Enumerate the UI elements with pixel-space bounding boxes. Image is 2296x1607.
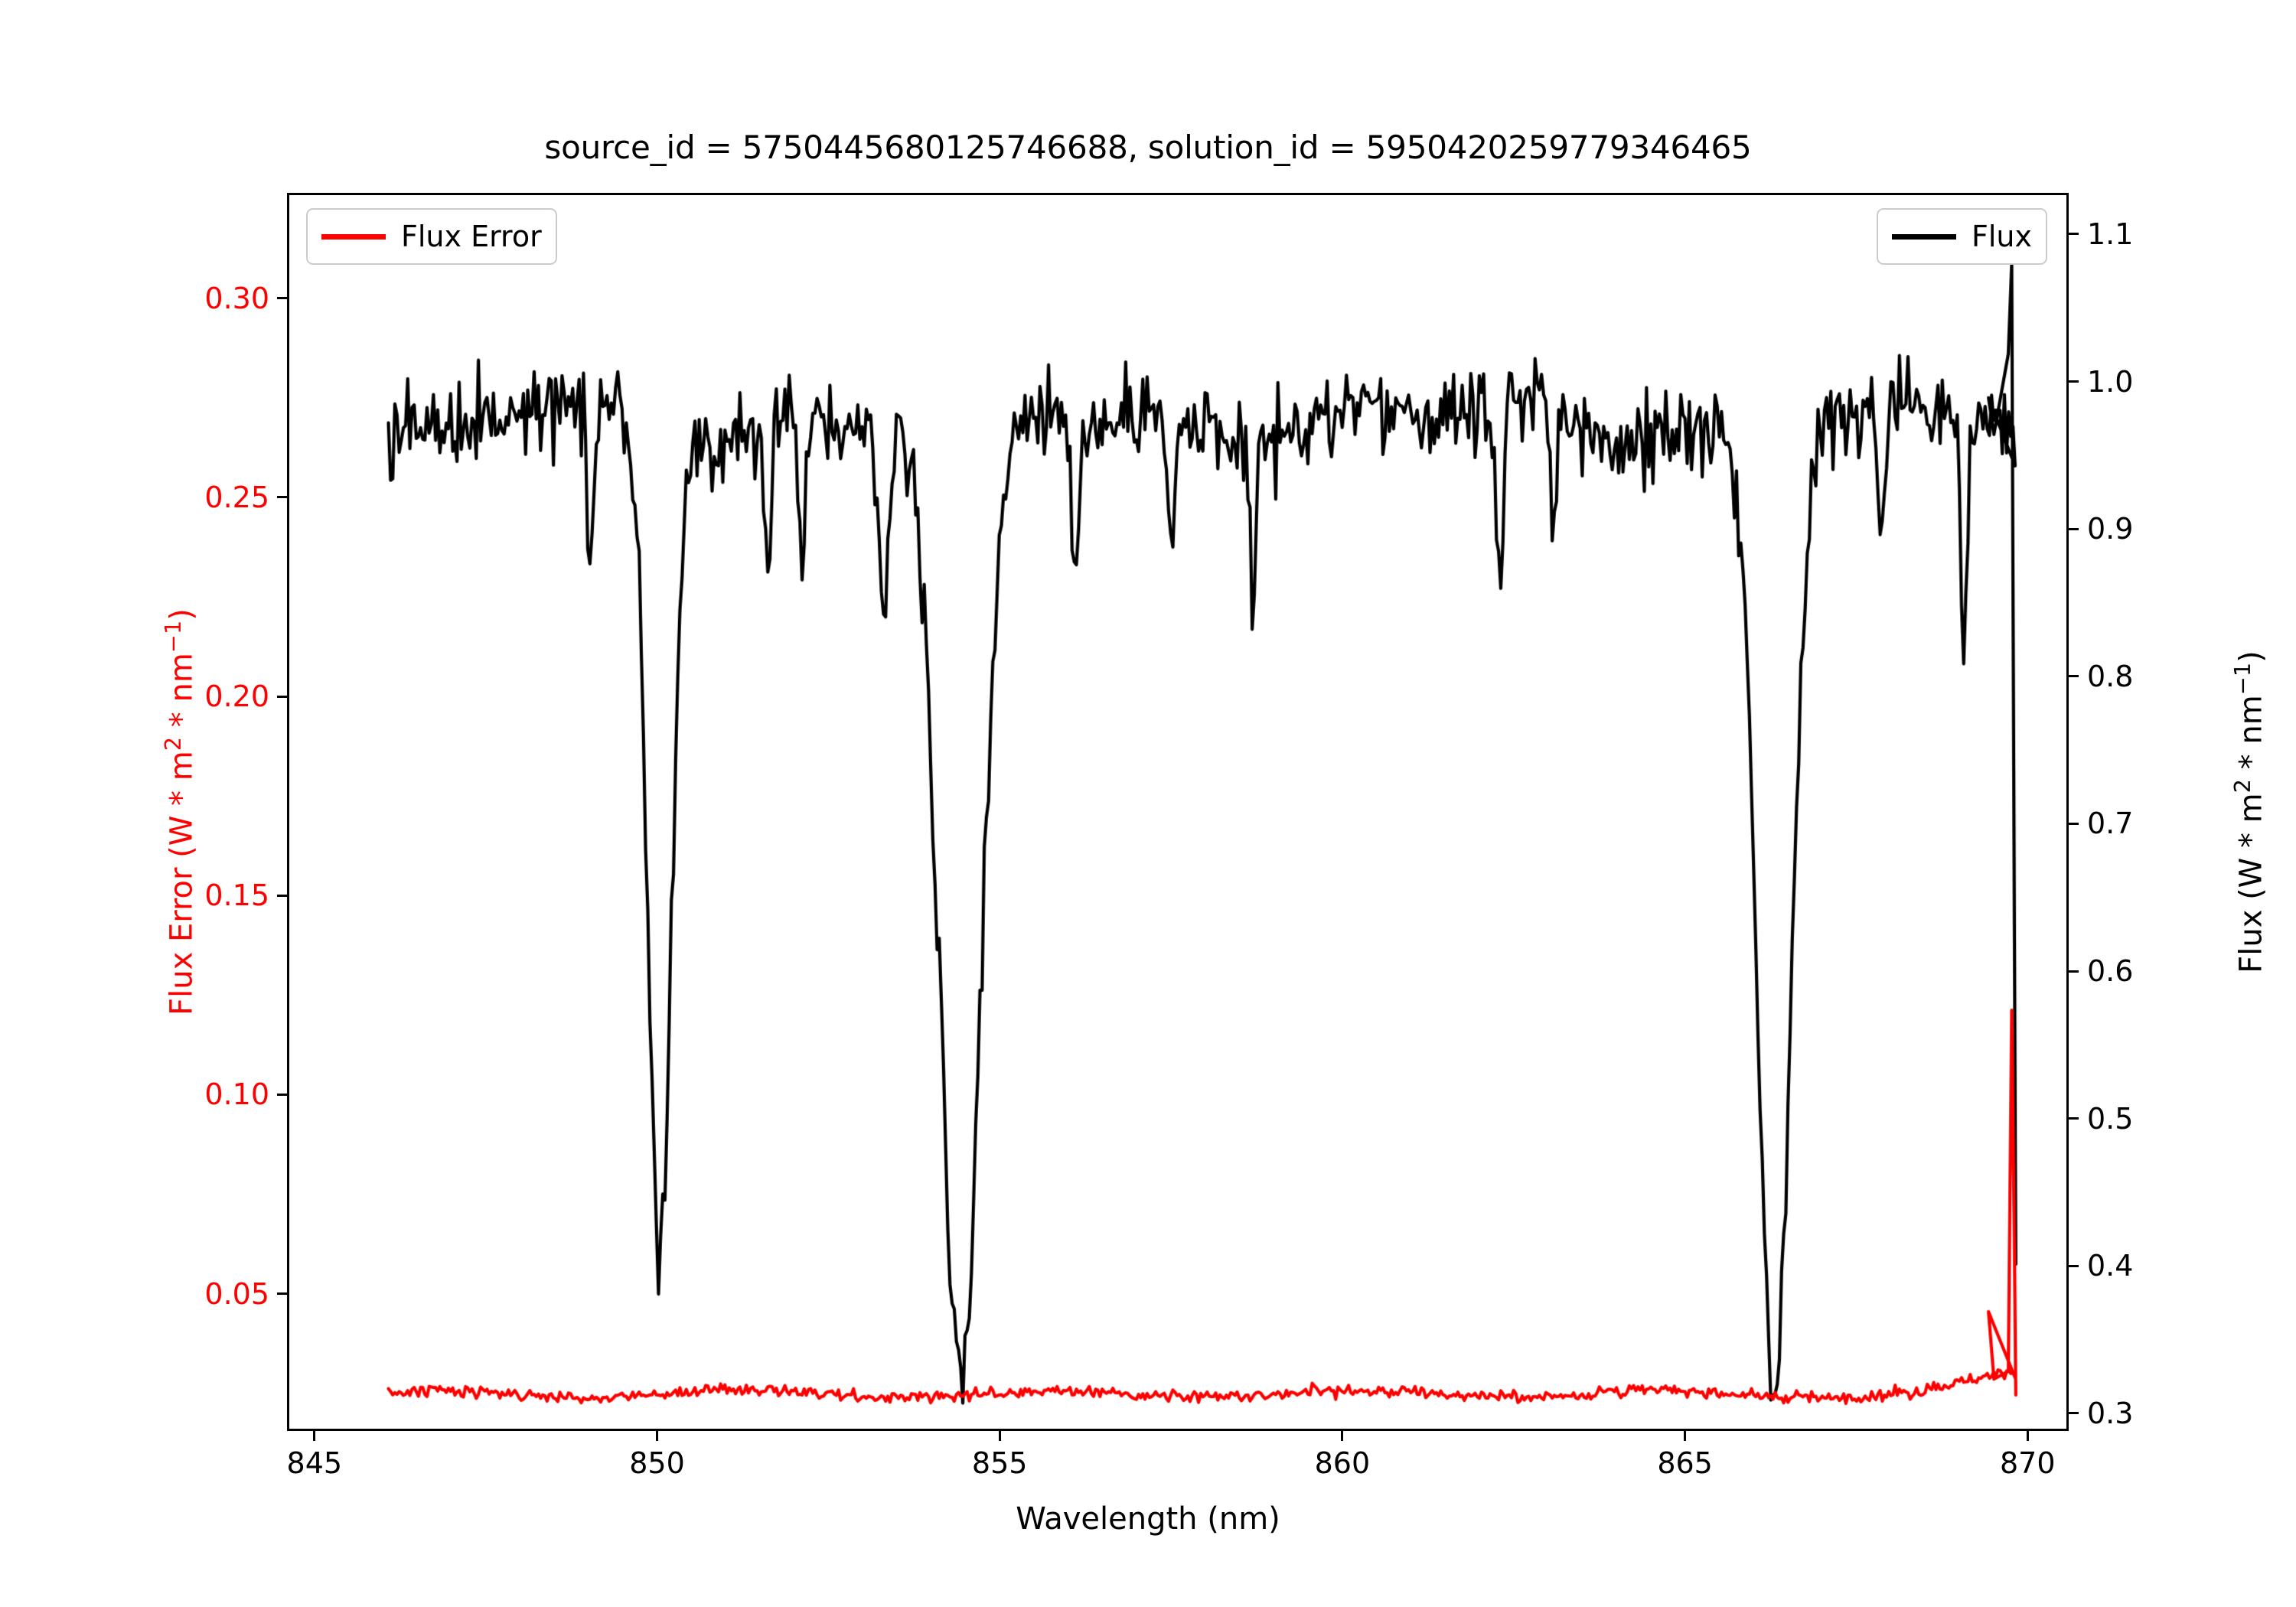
y-axis-label-left-sup1: 2 <box>160 736 186 751</box>
y-axis-label-left-text: Flux Error (W * m <box>164 751 200 1015</box>
y-axis-label-left-sup2: −1 <box>160 620 186 654</box>
y-axis-label-right: Flux (W * m2 * nm−1) <box>2219 193 2269 1431</box>
y-left-ticklabel-0.25: 0.25 <box>204 480 269 514</box>
y-axis-label-right-sup1: 2 <box>2229 779 2255 794</box>
y-right-ticklabel-0.9: 0.9 <box>2087 512 2134 546</box>
y-right-ticklabel-1.0: 1.0 <box>2087 364 2134 399</box>
y-left-tick-0.25 <box>277 496 287 499</box>
y-right-tick-0.7 <box>2069 822 2079 825</box>
y-left-tick-0.15 <box>277 894 287 897</box>
x-tick-855 <box>998 1431 1001 1441</box>
y-right-tick-0.3 <box>2069 1412 2079 1415</box>
y-axis-label-left-suffix: ) <box>164 608 200 621</box>
y-left-tick-0.30 <box>277 297 287 300</box>
spectrum-canvas <box>289 195 2066 1429</box>
plot-area <box>287 193 2069 1431</box>
y-left-tick-0.05 <box>277 1292 287 1295</box>
y-axis-label-left: Flux Error (W * m2 * nm−1) <box>150 193 200 1431</box>
legend-flux[interactable]: Flux <box>1877 208 2047 265</box>
y-axis-label-left-mid: * nm <box>164 653 200 737</box>
y-left-ticklabel-0.05: 0.05 <box>204 1276 269 1311</box>
legend-line-icon-flux <box>1892 233 1956 240</box>
y-right-tick-0.4 <box>2069 1264 2079 1267</box>
y-right-ticklabel-0.7: 0.7 <box>2087 807 2134 841</box>
x-tick-860 <box>1341 1431 1344 1441</box>
x-tick-845 <box>313 1431 316 1441</box>
chart-title: source_id = 5750445680125746688, solutio… <box>544 129 1752 166</box>
x-tick-870 <box>2026 1431 2029 1441</box>
y-right-tick-1.0 <box>2069 380 2079 383</box>
y-right-tick-1.1 <box>2069 233 2079 236</box>
x-tick-850 <box>656 1431 658 1441</box>
y-right-ticklabel-1.1: 1.1 <box>2087 217 2134 251</box>
legend-label-flux-error: Flux Error <box>401 220 542 253</box>
y-axis-label-right-sup2: −1 <box>2229 662 2255 696</box>
x-ticklabel-860: 860 <box>1314 1446 1371 1480</box>
y-left-ticklabel-0.30: 0.30 <box>204 281 269 315</box>
x-axis-label: Wavelength (nm) <box>1016 1501 1280 1537</box>
x-tick-865 <box>1684 1431 1687 1441</box>
legend-line-icon-flux-error <box>321 233 386 240</box>
y-left-ticklabel-0.10: 0.10 <box>204 1077 269 1112</box>
y-axis-label-right-suffix: ) <box>2233 650 2269 663</box>
x-ticklabel-865: 865 <box>1657 1446 1713 1480</box>
y-right-tick-0.8 <box>2069 675 2079 678</box>
y-right-ticklabel-0.4: 0.4 <box>2087 1249 2134 1283</box>
y-right-ticklabel-0.3: 0.3 <box>2087 1396 2134 1430</box>
y-left-tick-0.20 <box>277 695 287 698</box>
y-right-tick-0.6 <box>2069 970 2079 973</box>
y-axis-label-right-mid: * nm <box>2233 695 2269 780</box>
y-left-ticklabel-0.20: 0.20 <box>204 680 269 714</box>
legend-flux-error[interactable]: Flux Error <box>306 208 557 265</box>
y-left-tick-0.10 <box>277 1093 287 1096</box>
x-ticklabel-855: 855 <box>971 1446 1028 1480</box>
y-right-tick-0.9 <box>2069 527 2079 530</box>
x-ticklabel-870: 870 <box>2000 1446 2056 1480</box>
y-right-ticklabel-0.8: 0.8 <box>2087 659 2134 693</box>
x-ticklabel-845: 845 <box>286 1446 343 1480</box>
x-ticklabel-850: 850 <box>629 1446 685 1480</box>
legend-label-flux: Flux <box>1971 220 2032 253</box>
y-right-ticklabel-0.6: 0.6 <box>2087 954 2134 989</box>
y-right-tick-0.5 <box>2069 1117 2079 1120</box>
y-axis-label-right-text: Flux (W * m <box>2233 793 2269 973</box>
y-left-ticklabel-0.15: 0.15 <box>204 878 269 913</box>
y-right-ticklabel-0.5: 0.5 <box>2087 1101 2134 1136</box>
